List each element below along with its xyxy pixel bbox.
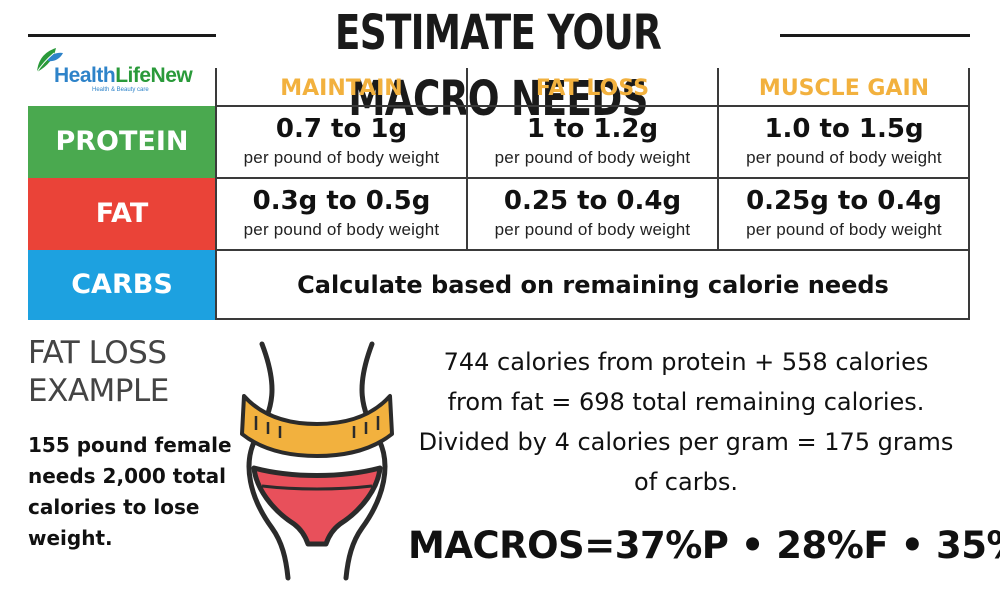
cell-value: 0.25g to 0.4g xyxy=(746,186,942,216)
cell-value: 0.7 to 1g xyxy=(275,114,408,144)
grid-line xyxy=(466,68,468,250)
example-description: 155 pound female needs 2,000 total calor… xyxy=(28,433,232,550)
cell-unit: per pound of body weight xyxy=(746,220,942,239)
cell-unit: per pound of body weight xyxy=(494,220,691,239)
column-header-maintain: MAINTAIN xyxy=(280,76,403,101)
grid-line xyxy=(216,105,970,107)
example-title: FAT LOSS EXAMPLE xyxy=(28,334,169,410)
table-cell-protein-maintain: 0.7 to 1g per pound of body weight xyxy=(216,106,467,178)
cell-value: 1.0 to 1.5g xyxy=(764,114,924,144)
column-header-fat-loss: FAT LOSS xyxy=(535,76,650,101)
calculation-line-1: 744 calories from protein + 558 calories xyxy=(443,348,929,376)
calculation-line-3: Divided by 4 calories per gram = 175 gra… xyxy=(418,428,954,456)
example-title-line1: FAT LOSS xyxy=(28,335,167,371)
table-cell-carbs: Calculate based on remaining calorie nee… xyxy=(297,271,889,299)
brand-name: HealthLifeNew xyxy=(54,64,193,88)
brand-logo: HealthLifeNew Health & Beauty care xyxy=(34,44,214,94)
grid-line xyxy=(216,318,970,320)
row-header-carbs: CARBS xyxy=(28,250,216,320)
column-header-muscle-gain: MUSCLE GAIN xyxy=(758,76,930,101)
grid-line xyxy=(216,249,970,251)
waist-measuring-tape-icon xyxy=(240,341,394,581)
cell-value: 0.3g to 0.5g xyxy=(252,186,431,216)
row-header-fat: FAT xyxy=(28,178,216,250)
title-rule-left xyxy=(28,34,216,37)
table-cell-protein-muscle-gain: 1.0 to 1.5g per pound of body weight xyxy=(718,106,970,178)
cell-unit: per pound of body weight xyxy=(243,148,440,167)
table-cell-fat-maintain: 0.3g to 0.5g per pound of body weight xyxy=(216,178,467,250)
brand-name-part2: LifeNew xyxy=(115,64,193,87)
cell-value: 0.25 to 0.4g xyxy=(503,186,682,216)
page-title: ESTIMATE YOUR MACRO NEEDS xyxy=(334,5,662,127)
grid-line xyxy=(216,177,970,179)
cell-unit: per pound of body weight xyxy=(494,148,691,167)
macro-table: MAINTAIN FAT LOSS MUSCLE GAIN PROTEIN FA… xyxy=(28,68,970,320)
cell-value: 1 to 1.2g xyxy=(526,114,659,144)
title-rule-right xyxy=(780,34,970,37)
table-cell-fat-fat-loss: 0.25 to 0.4g per pound of body weight xyxy=(467,178,718,250)
grid-line xyxy=(215,68,217,320)
leaf-icon xyxy=(36,48,63,73)
macros-summary: MACROS=37%P • 28%F • 35%C xyxy=(408,524,1000,567)
row-header-protein: PROTEIN xyxy=(28,106,216,178)
calculation-line-2: from fat = 698 total remaining calories. xyxy=(447,388,925,416)
calculation-text: 744 calories from protein + 558 calories… xyxy=(396,342,976,502)
brand-tagline: Health & Beauty care xyxy=(92,87,149,93)
cell-unit: per pound of body weight xyxy=(243,220,440,239)
cell-unit: per pound of body weight xyxy=(746,148,942,167)
calculation-line-4: of carbs. xyxy=(634,468,738,496)
table-cell-protein-fat-loss: 1 to 1.2g per pound of body weight xyxy=(467,106,718,178)
table-cell-fat-muscle-gain: 0.25g to 0.4g per pound of body weight xyxy=(718,178,970,250)
grid-line xyxy=(717,68,719,250)
header: ESTIMATE YOUR MACRO NEEDS xyxy=(0,0,1000,127)
example-title-line2: EXAMPLE xyxy=(28,373,169,409)
grid-line xyxy=(968,68,970,320)
brand-name-part1: Health xyxy=(54,64,116,87)
